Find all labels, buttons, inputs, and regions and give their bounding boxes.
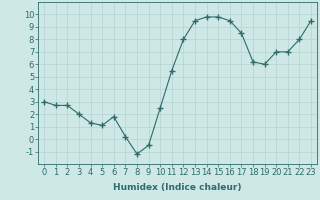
X-axis label: Humidex (Indice chaleur): Humidex (Indice chaleur) <box>113 183 242 192</box>
